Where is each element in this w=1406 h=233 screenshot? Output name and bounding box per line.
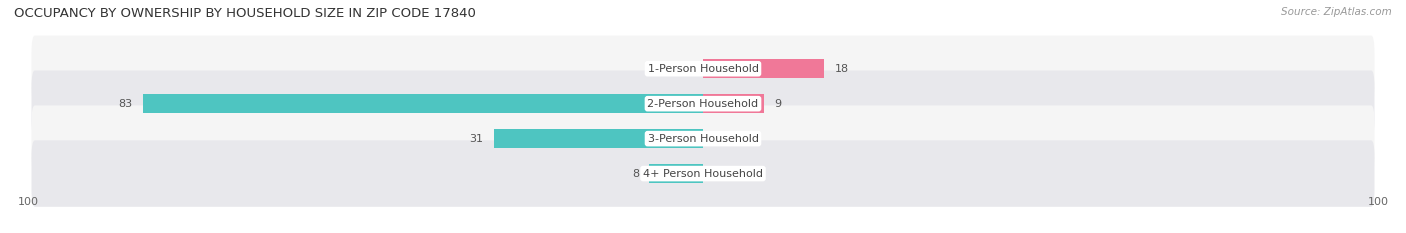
Bar — [650, 164, 703, 183]
Bar — [703, 94, 763, 113]
Bar — [494, 129, 703, 148]
FancyBboxPatch shape — [31, 106, 1375, 172]
Text: 83: 83 — [118, 99, 132, 109]
Text: 1-Person Household: 1-Person Household — [648, 64, 758, 74]
Bar — [703, 59, 824, 78]
FancyBboxPatch shape — [31, 140, 1375, 207]
Text: 8: 8 — [631, 169, 638, 178]
FancyBboxPatch shape — [31, 71, 1375, 137]
Text: 31: 31 — [470, 134, 484, 144]
Text: 18: 18 — [835, 64, 849, 74]
Bar — [143, 94, 703, 113]
Text: OCCUPANCY BY OWNERSHIP BY HOUSEHOLD SIZE IN ZIP CODE 17840: OCCUPANCY BY OWNERSHIP BY HOUSEHOLD SIZE… — [14, 7, 477, 20]
Text: 4+ Person Household: 4+ Person Household — [643, 169, 763, 178]
Text: Source: ZipAtlas.com: Source: ZipAtlas.com — [1281, 7, 1392, 17]
Text: 0: 0 — [713, 134, 720, 144]
Text: 3-Person Household: 3-Person Household — [648, 134, 758, 144]
Text: 2-Person Household: 2-Person Household — [647, 99, 759, 109]
FancyBboxPatch shape — [31, 36, 1375, 102]
Text: 0: 0 — [686, 64, 693, 74]
Text: 0: 0 — [713, 169, 720, 178]
Text: 9: 9 — [773, 99, 780, 109]
